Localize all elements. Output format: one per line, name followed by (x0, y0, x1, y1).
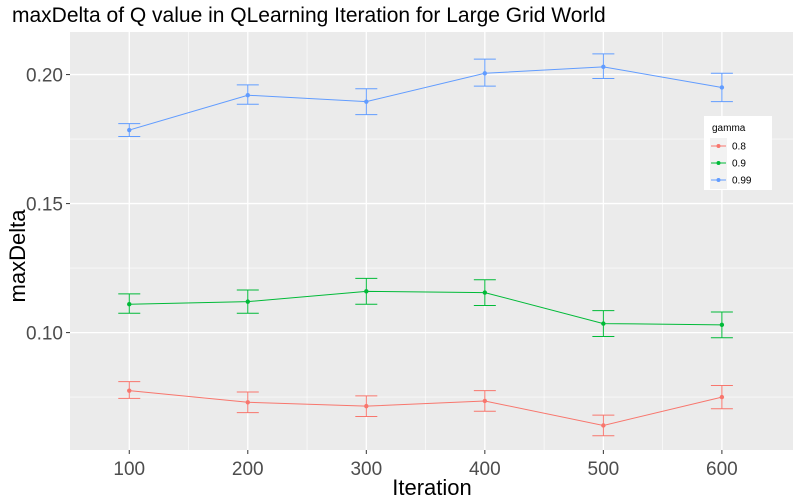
x-tick-label: 100 (113, 459, 145, 480)
major-gridlines (70, 32, 793, 450)
series-line (129, 290, 722, 326)
data-point (601, 423, 606, 428)
series-line (129, 66, 722, 131)
data-point (364, 99, 369, 104)
x-tick-label: 300 (350, 459, 382, 480)
data-point (719, 394, 725, 400)
legend-title: gamma (712, 123, 746, 134)
y-axis-title: maxDelta (5, 209, 30, 303)
x-tick-label: 600 (706, 459, 738, 480)
legend-key-point (716, 161, 721, 165)
data-point (127, 127, 132, 133)
data-point (482, 71, 488, 76)
y-tick-label: 0.15 (26, 195, 63, 216)
series-line (129, 390, 723, 426)
data-point (364, 403, 369, 409)
x-tick-label: 500 (588, 459, 620, 480)
y-tick-label: 0.20 (26, 66, 63, 87)
legend-item-0.9: 0.9 (710, 155, 746, 172)
chart-title: maxDelta of Q value in QLearning Iterati… (12, 4, 606, 27)
y-tick-label: 0.10 (26, 324, 63, 345)
series-0.8 (118, 381, 733, 437)
y-axis: 0.10 0.15 0.20 (26, 66, 70, 345)
data-point (245, 299, 250, 304)
data-point (364, 289, 369, 294)
legend-key-point (716, 178, 721, 182)
x-axis: 100 200 300 400 500 600 (113, 450, 738, 480)
legend-items: 0.8 0.9 0.99 (710, 138, 752, 189)
plot-panel (70, 32, 793, 450)
legend-label: 0.99 (732, 176, 752, 187)
legend-label: 0.8 (732, 142, 746, 153)
series-0.9 (118, 277, 733, 339)
legend-item-0.8: 0.8 (710, 138, 746, 155)
data-point (482, 290, 488, 295)
x-tick-label: 200 (232, 459, 264, 480)
legend: gamma 0.8 0.9 0.99 (704, 116, 772, 190)
data-point (482, 398, 488, 404)
x-axis-title: Iteration (392, 475, 472, 500)
data-point (719, 85, 725, 90)
legend-item-0.99: 0.99 (710, 172, 752, 189)
data-point (601, 321, 606, 326)
legend-label: 0.9 (732, 159, 746, 170)
data-point (127, 302, 132, 307)
x-tick-label: 400 (469, 459, 501, 480)
data-point (719, 322, 725, 328)
data-point (601, 64, 606, 70)
data-point (245, 93, 250, 98)
legend-key-point (716, 144, 721, 148)
series-layer (118, 53, 733, 437)
data-point (127, 388, 132, 393)
series-0.99 (118, 53, 733, 137)
data-point (245, 400, 250, 405)
